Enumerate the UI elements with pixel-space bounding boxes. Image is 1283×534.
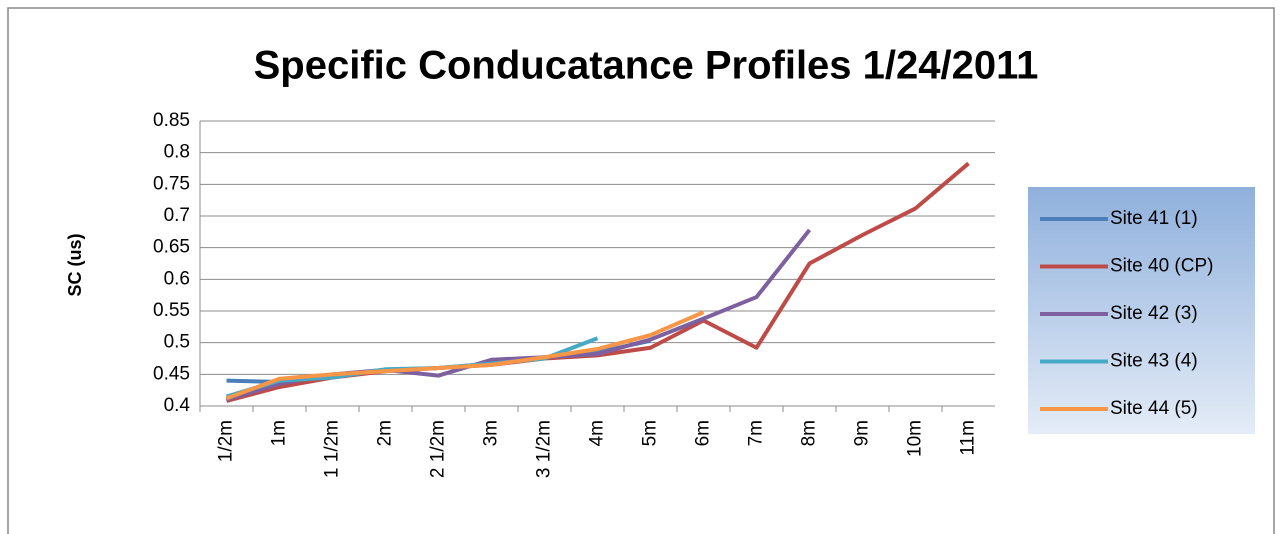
legend-label: Site 44 (5) (1110, 398, 1198, 419)
x-tick-label: 5m (640, 420, 661, 446)
y-tick-label: 0.45 (153, 363, 190, 384)
x-tick-label: 2m (375, 420, 396, 446)
x-tick-label: 8m (799, 420, 820, 446)
x-tick-label: 9m (852, 420, 873, 446)
x-tick-label: 1m (269, 420, 290, 446)
y-tick-label: 0.75 (153, 173, 190, 194)
legend-box (1028, 187, 1255, 434)
y-tick-label: 0.7 (164, 205, 190, 226)
legend-label: Site 42 (3) (1110, 303, 1198, 324)
y-tick-label: 0.6 (164, 268, 190, 289)
x-tick-label: 1 1/2m (322, 420, 343, 478)
chart-border (7, 7, 1275, 534)
x-tick-label: 2 1/2m (428, 420, 449, 478)
y-tick-label: 0.8 (164, 142, 190, 163)
legend-label: Site 43 (4) (1110, 351, 1198, 372)
x-tick-label: 10m (905, 420, 926, 457)
x-tick-label: 3 1/2m (534, 420, 555, 478)
x-tick-label: 7m (746, 420, 767, 446)
series-line (225, 161, 970, 403)
y-tick-label: 0.5 (164, 332, 190, 353)
x-tick-label: 6m (693, 420, 714, 446)
chart-title: Specific Conducatance Profiles 1/24/2011 (254, 44, 1039, 88)
x-tick-label: 11m (958, 420, 979, 456)
y-tick-label: 0.55 (153, 300, 190, 321)
y-tick-label: 0.4 (164, 395, 191, 416)
y-tick-label: 0.85 (153, 110, 190, 131)
x-tick-label: 1/2m (216, 420, 237, 462)
x-tick-label: 3m (481, 420, 502, 446)
y-axis-label: SC (us) (65, 233, 85, 296)
y-tick-label: 0.65 (153, 237, 190, 258)
x-tick-label: 4m (587, 420, 608, 446)
legend-label: Site 40 (CP) (1110, 256, 1213, 277)
legend-label: Site 41 (1) (1110, 208, 1198, 229)
series-line (225, 310, 705, 401)
